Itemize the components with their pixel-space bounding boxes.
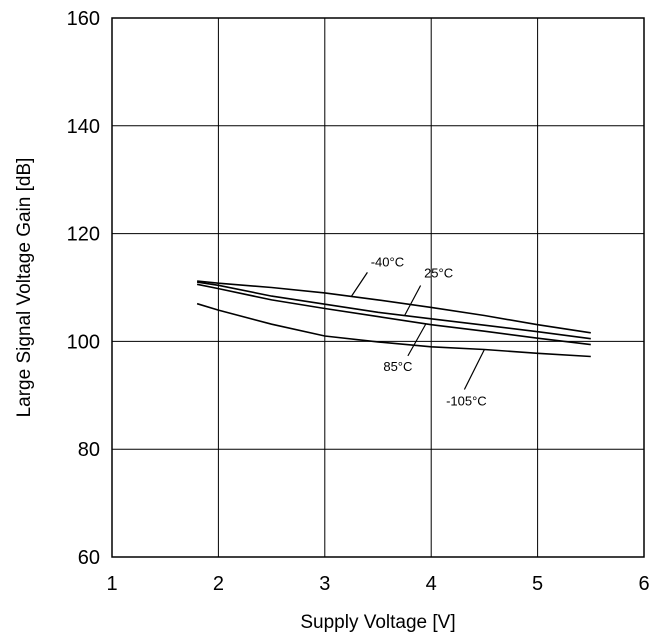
y-tick-label: 120 [67, 224, 100, 246]
annotation-leader [407, 323, 427, 357]
y-tick-label: 140 [67, 116, 100, 138]
y-tick-label: 60 [78, 547, 100, 569]
annotation-leader [404, 285, 422, 316]
plot-frame [111, 17, 645, 558]
grid [112, 18, 644, 557]
x-tick-label: 6 [638, 573, 649, 595]
annotation-leader [350, 272, 368, 297]
x-tick-label: 1 [106, 573, 117, 595]
series-line [196, 281, 591, 340]
y-tick-labels: 60 80 100 120 140 160 [67, 8, 100, 569]
series-annotation: 85°C [383, 359, 412, 374]
x-axis-label: Supply Voltage [V] [300, 612, 455, 633]
y-tick-label: 100 [67, 331, 100, 353]
x-tick-label: 3 [319, 573, 330, 595]
x-tick-label: 2 [213, 573, 224, 595]
series-annotation: 25°C [424, 266, 453, 281]
y-tick-label: 160 [67, 8, 100, 30]
y-tick-label: 80 [78, 439, 100, 461]
x-tick-labels: 1 2 3 4 5 6 [106, 573, 649, 595]
series-line [196, 283, 591, 346]
x-tick-label: 5 [532, 573, 543, 595]
annotation-group: -40°C 25°C 85°C -105°C [350, 254, 487, 408]
x-tick-label: 4 [426, 573, 437, 595]
series-annotation: -40°C [371, 254, 404, 269]
series-line [197, 280, 591, 334]
series-group [196, 280, 591, 358]
y-axis-label: Large Signal Voltage Gain [dB] [14, 158, 35, 418]
annotation-leader [463, 349, 485, 390]
series-annotation: -105°C [446, 393, 487, 408]
series-line [196, 302, 591, 358]
